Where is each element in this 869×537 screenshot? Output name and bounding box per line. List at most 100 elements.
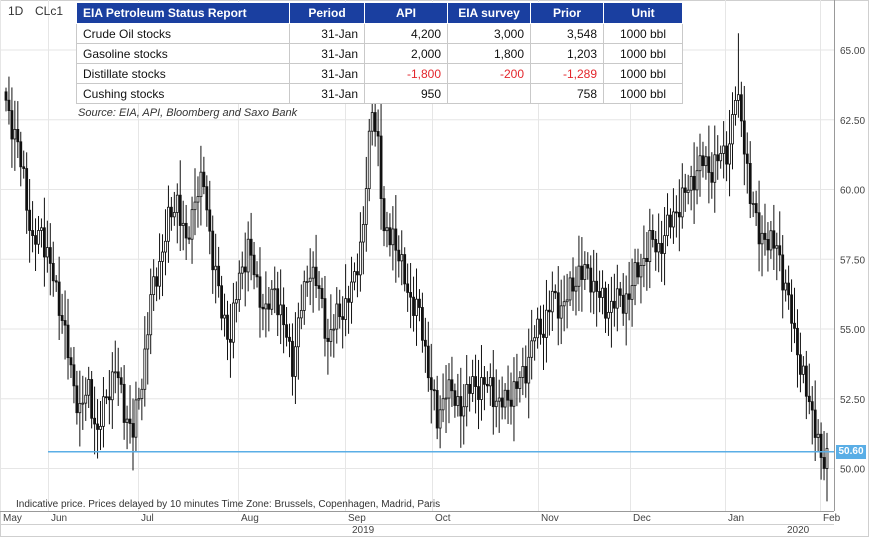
candle-up bbox=[816, 433, 820, 438]
candle-up bbox=[279, 304, 283, 316]
candle-down bbox=[119, 377, 123, 385]
candle-down bbox=[122, 383, 126, 423]
candle-down bbox=[249, 238, 253, 256]
candle-up bbox=[45, 247, 49, 258]
candle-down bbox=[406, 283, 410, 293]
candle-down bbox=[90, 379, 94, 419]
candle-up bbox=[385, 227, 389, 232]
candle-down bbox=[822, 457, 826, 469]
candle-down bbox=[42, 227, 46, 258]
candle-down bbox=[255, 274, 259, 278]
y-tick-label: 60.00 bbox=[840, 186, 865, 197]
candle-up bbox=[193, 201, 197, 211]
candle-up bbox=[689, 175, 693, 191]
candle-down bbox=[276, 288, 280, 316]
candle-up bbox=[305, 281, 309, 283]
candle-up bbox=[353, 271, 356, 283]
candle-down bbox=[547, 309, 551, 313]
candle-down bbox=[31, 230, 34, 236]
candle-up bbox=[296, 317, 300, 348]
candle-down bbox=[338, 303, 342, 318]
candle-down bbox=[54, 280, 58, 283]
candle-down bbox=[810, 401, 814, 411]
candle-down bbox=[397, 249, 401, 262]
candle-up bbox=[512, 381, 516, 407]
candle-down bbox=[63, 320, 67, 326]
candle-down bbox=[184, 222, 188, 239]
candle-up bbox=[607, 311, 610, 319]
x-tick-label: Dec bbox=[633, 513, 651, 524]
candle-up bbox=[462, 406, 466, 417]
candle-down bbox=[459, 396, 463, 417]
candle-down bbox=[515, 381, 519, 389]
candle-down bbox=[128, 418, 132, 424]
candle-down bbox=[790, 294, 793, 324]
symbol-label[interactable]: CLc1 bbox=[35, 4, 64, 18]
candle-up bbox=[456, 396, 460, 406]
item-cell: Gasoline stocks bbox=[76, 43, 290, 64]
candle-down bbox=[314, 266, 318, 287]
candle-up bbox=[639, 265, 643, 278]
candle-down bbox=[25, 168, 29, 211]
candle-up bbox=[680, 187, 684, 218]
candle-down bbox=[22, 166, 26, 169]
candle-down bbox=[757, 212, 761, 245]
candle-down bbox=[701, 155, 705, 167]
candle-down bbox=[435, 390, 439, 429]
candle-up bbox=[775, 245, 779, 249]
candle-up bbox=[294, 346, 297, 377]
candle-up bbox=[480, 377, 483, 400]
candle-down bbox=[131, 423, 135, 438]
candle-up bbox=[78, 403, 82, 414]
candle-up bbox=[99, 425, 102, 430]
candle-down bbox=[589, 267, 593, 293]
candle-up bbox=[657, 242, 661, 253]
candle-down bbox=[468, 384, 472, 394]
candle-up bbox=[722, 145, 726, 154]
candle-down bbox=[553, 290, 557, 294]
candle-up bbox=[698, 155, 702, 172]
candle-down bbox=[202, 171, 206, 188]
candle-down bbox=[388, 227, 392, 246]
y-tick-label: 65.00 bbox=[840, 46, 865, 57]
candle-down bbox=[66, 324, 70, 359]
candle-up bbox=[335, 303, 339, 330]
candle-down bbox=[660, 242, 664, 254]
candle-up bbox=[704, 156, 708, 167]
candle-down bbox=[612, 300, 616, 309]
candle-up bbox=[214, 265, 218, 271]
candle-down bbox=[539, 318, 542, 335]
candle-up bbox=[633, 262, 637, 287]
interval-label[interactable]: 1D bbox=[8, 4, 24, 18]
item-cell: Crude Oil stocks bbox=[76, 23, 290, 44]
api-cell: 2,000 bbox=[364, 43, 448, 64]
candle-down bbox=[16, 128, 20, 143]
candle-up bbox=[181, 222, 185, 226]
candle-down bbox=[509, 399, 513, 407]
candle-down bbox=[796, 327, 799, 356]
y-tick-label: 55.00 bbox=[840, 325, 865, 336]
candle-down bbox=[453, 390, 457, 406]
candle-down bbox=[320, 288, 324, 300]
period-cell: 31-Jan bbox=[289, 43, 365, 64]
candle-down bbox=[618, 288, 622, 296]
candle-up bbox=[438, 409, 442, 429]
candle-up bbox=[37, 230, 40, 245]
candle-down bbox=[669, 214, 672, 228]
candle-down bbox=[409, 292, 412, 298]
candle-up bbox=[311, 266, 315, 279]
candle-down bbox=[692, 175, 696, 191]
candle-up bbox=[223, 314, 226, 319]
candle-down bbox=[418, 298, 421, 308]
candle-down bbox=[580, 265, 584, 280]
candle-up bbox=[494, 400, 498, 408]
candle-down bbox=[748, 163, 752, 204]
candle-down bbox=[211, 230, 215, 271]
candle-up bbox=[231, 302, 235, 343]
candle-up bbox=[441, 398, 445, 411]
candle-up bbox=[801, 365, 805, 375]
candle-up bbox=[530, 340, 534, 358]
candle-up bbox=[196, 196, 200, 203]
candle-up bbox=[630, 285, 634, 300]
table-row: Distillate stocks 31-Jan -1,800 -200 -1,… bbox=[76, 63, 683, 84]
